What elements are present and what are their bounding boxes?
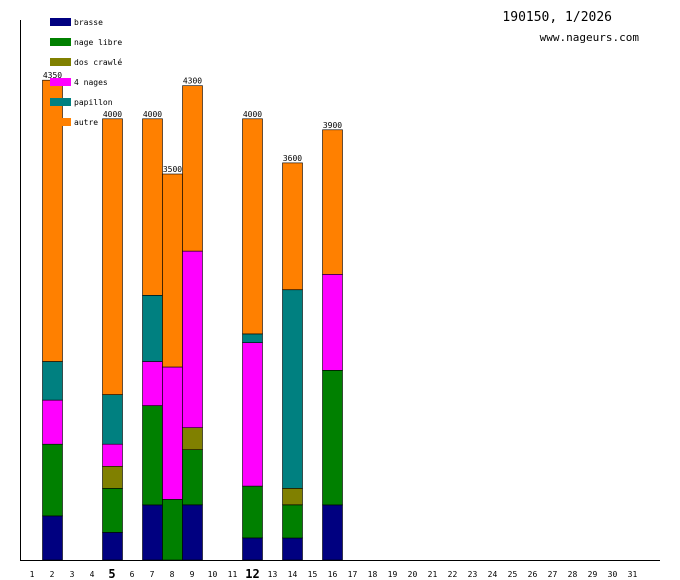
bar-segment [102, 487, 123, 533]
bar-total-label: 4000 [143, 110, 162, 119]
bar-segment [182, 449, 203, 506]
legend-swatch [50, 58, 71, 66]
x-tick-label: 25 [508, 570, 518, 579]
bar-segment [242, 333, 263, 343]
legend-label: dos crawlé [74, 57, 122, 67]
x-tick-label: 26 [528, 570, 538, 579]
x-tick-label: 6 [130, 570, 135, 579]
x-tick-label: 29 [588, 570, 598, 579]
bar-segment [102, 532, 123, 561]
bar-segment [162, 366, 183, 500]
bar-segment [182, 85, 203, 252]
axes [20, 20, 660, 561]
bar-total-label: 4000 [103, 110, 122, 119]
x-tick-label: 21 [428, 570, 438, 579]
x-tick-label: 31 [628, 570, 638, 579]
bar-segment [102, 118, 123, 395]
legend-label: 4 nages [74, 78, 108, 87]
x-tick-label: 18 [368, 570, 378, 579]
x-tick-label: 2 [50, 570, 55, 579]
x-tick-label: 20 [408, 570, 418, 579]
bar-total-label: 4300 [183, 77, 202, 86]
bar-segment [282, 504, 303, 539]
legend-label: autre [74, 118, 98, 127]
bar-segment [42, 361, 63, 401]
bar-segment [282, 487, 303, 506]
bar-segment [42, 443, 63, 517]
bar-segment [322, 369, 343, 506]
chart-title: 190150, 1/2026 [502, 10, 612, 25]
x-tick-label: 12 [245, 567, 259, 580]
legend-label: brasse [74, 18, 103, 27]
x-tick-label: 11 [228, 570, 238, 579]
legend-swatch [50, 98, 71, 106]
bar-segment [282, 537, 303, 561]
bar-segment [142, 361, 163, 406]
legend-label: papillon [74, 98, 113, 107]
legend-swatch [50, 38, 71, 46]
bar-segment [242, 342, 263, 487]
bar-segment [142, 294, 163, 362]
x-tick-label: 5 [108, 567, 115, 580]
x-tick-label: 14 [288, 570, 298, 579]
bar-segment [142, 118, 163, 296]
x-axis-ticks: 1 2 3 4 5 6 7 8 9 10 11 12 13 14 15 16 17 18 19 20 21 22 23 24 2… [30, 567, 638, 580]
x-tick-label: 27 [548, 570, 558, 579]
x-tick-label: 4 [90, 570, 95, 579]
bar-segment [182, 427, 203, 451]
bar-segment [162, 498, 183, 561]
bar-segment [42, 515, 63, 561]
x-tick-label: 23 [468, 570, 478, 579]
bar-total-label: 3900 [323, 121, 342, 130]
bar-segment [182, 504, 203, 561]
legend-label: nage libre [74, 38, 122, 47]
bar-segment [242, 118, 263, 335]
x-tick-label: 1 [30, 570, 35, 579]
bar-total-label: 3600 [283, 154, 302, 163]
legend-swatch [50, 18, 71, 26]
bar-segment [102, 465, 123, 489]
bar-segment [142, 405, 163, 506]
x-tick-label: 3 [70, 570, 75, 579]
bar-segment [102, 394, 123, 445]
bar-segment [182, 250, 203, 428]
x-tick-label: 16 [328, 570, 338, 579]
bar-segment [42, 399, 63, 445]
bar-segment [282, 289, 303, 489]
x-tick-label: 7 [150, 570, 155, 579]
legend: brasse nage libre dos crawlé 4 nages papillo… [50, 18, 122, 127]
bar-segment [242, 485, 263, 539]
total-labels: 4350 4000 4000 3500 4300 4000 3600 3900 [43, 71, 342, 174]
legend-swatch [50, 78, 71, 86]
x-tick-label: 22 [448, 570, 458, 579]
x-tick-label: 24 [488, 570, 498, 579]
bar-total-label: 4350 [43, 71, 62, 80]
site-url: www.nageurs.com [539, 31, 639, 44]
legend-swatch [50, 118, 71, 126]
x-tick-label: 19 [388, 570, 398, 579]
bar-segment [322, 273, 343, 371]
x-tick-label: 30 [608, 570, 618, 579]
bars [42, 79, 343, 561]
x-tick-label: 10 [208, 570, 218, 579]
bar-segment [322, 504, 343, 561]
x-tick-label: 9 [190, 570, 195, 579]
x-tick-label: 8 [170, 570, 175, 579]
bar-total-label: 4000 [243, 110, 262, 119]
x-tick-label: 28 [568, 570, 578, 579]
bar-segment [322, 129, 343, 275]
x-tick-label: 13 [268, 570, 278, 579]
bar-total-label: 3500 [163, 165, 182, 174]
bar-segment [142, 504, 163, 561]
bar-segment [282, 162, 303, 290]
bar-segment [102, 443, 123, 467]
x-tick-label: 15 [308, 570, 318, 579]
x-tick-label: 17 [348, 570, 358, 579]
bar-segment [242, 537, 263, 561]
bar-segment [162, 173, 183, 368]
